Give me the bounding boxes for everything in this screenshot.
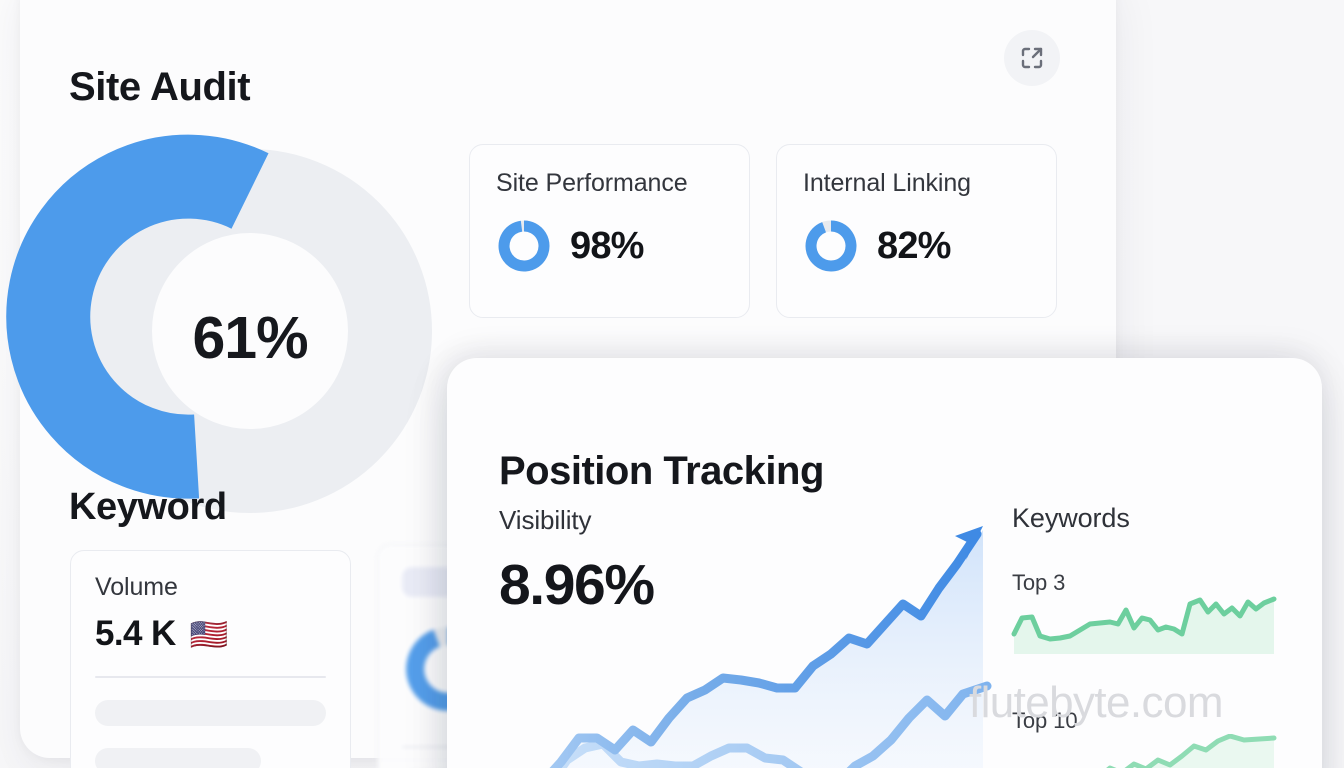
keyword-card-value-row: 5.4 K 🇺🇸: [95, 614, 326, 654]
visibility-line-chart: [447, 508, 1007, 768]
metric-value: 98%: [570, 224, 644, 267]
visibility-value: 8.96%: [499, 553, 655, 617]
site-audit-gauge: 61%: [6, 134, 432, 513]
metric-card-internal-linking[interactable]: Internal Linking 82%: [776, 144, 1057, 318]
skeleton-bar: [95, 700, 326, 726]
divider: [95, 676, 326, 678]
keyword-section-title: Keyword: [69, 485, 227, 528]
position-tracking-title: Position Tracking: [499, 448, 824, 493]
metric-card-site-performance[interactable]: Site Performance 98%: [469, 144, 750, 318]
keywords-column-title: Keywords: [1012, 503, 1130, 533]
metric-label: Internal Linking: [803, 169, 971, 197]
metric-value: 82%: [877, 224, 951, 267]
sparkline-label-top10: Top 10: [1012, 708, 1078, 733]
visibility-label: Visibility: [499, 505, 592, 535]
keyword-card-label: Volume: [95, 573, 178, 601]
site-audit-gauge-value: 61%: [192, 305, 308, 371]
metric-label: Site Performance: [496, 169, 688, 197]
metric-value-row: 82%: [803, 218, 1030, 274]
expand-external-icon: [1019, 45, 1045, 71]
expand-panel-button[interactable]: [1004, 30, 1060, 86]
site-audit-title: Site Audit: [69, 64, 251, 109]
skeleton-bar: [95, 748, 262, 768]
sparkline-label-top3: Top 3: [1012, 570, 1066, 595]
keyword-card-volume[interactable]: Volume 5.4 K 🇺🇸: [70, 550, 351, 768]
sparkline-chart-top3: [1010, 596, 1278, 658]
us-flag-icon: 🇺🇸: [189, 616, 229, 652]
donut-progress-icon: [496, 218, 552, 274]
position-tracking-card: Position Tracking Visibility 8.96%: [447, 358, 1322, 768]
keyword-card-value: 5.4 K: [95, 614, 176, 653]
donut-progress-icon: [803, 218, 859, 274]
metric-value-row: 98%: [496, 218, 723, 274]
sparkline-chart-top10: [1010, 734, 1278, 768]
